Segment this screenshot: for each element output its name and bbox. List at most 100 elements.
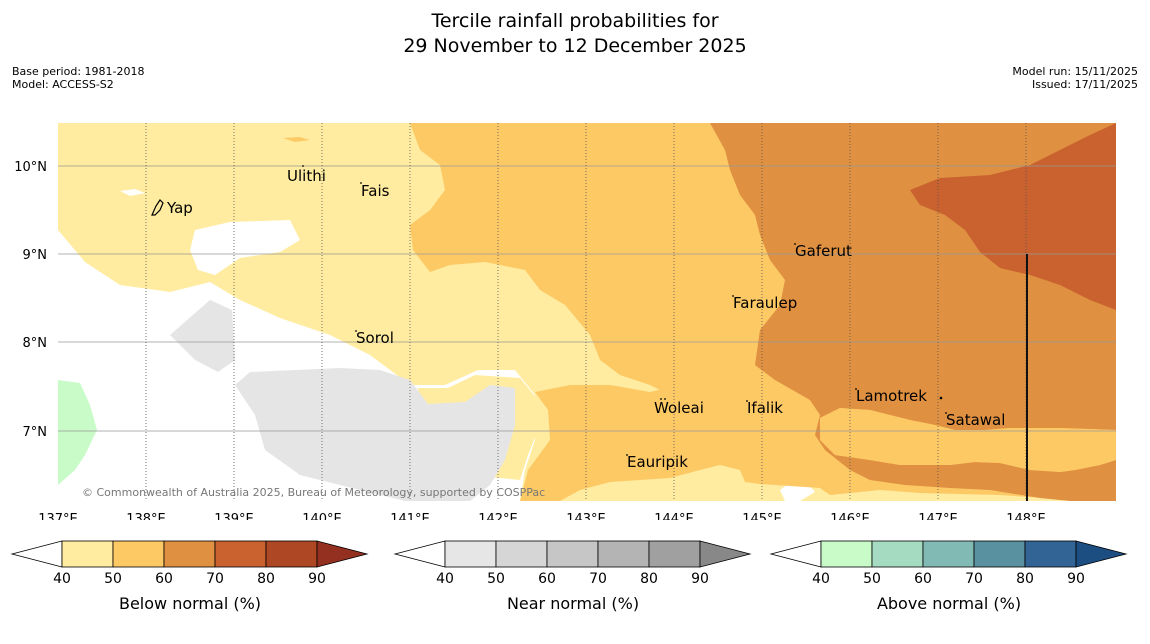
lat-label-7n: 7°N	[23, 425, 48, 440]
colorbar-below-normal-label: Below normal (%)	[118, 594, 262, 613]
colorbar-over-arrow	[1075, 540, 1128, 568]
colorbar-above-normal: 40 50 60 70 80 90	[769, 540, 1128, 587]
sorol-marker	[355, 330, 357, 332]
lon-label-140e: 140°E	[302, 512, 342, 520]
near-normal-40-50-region	[170, 300, 235, 372]
lat-label-9n: 9°N	[23, 248, 48, 263]
colorbar-tick-label: 40	[53, 571, 71, 587]
colorbar-under-arrow	[769, 540, 822, 568]
lon-label-148e: 148°E	[1006, 512, 1046, 520]
colorbar-segment	[820, 540, 873, 568]
lon-label-146e: 146°E	[830, 512, 870, 520]
colorbar-over-arrow	[699, 540, 752, 568]
place-label-faraulep: Faraulep	[733, 294, 797, 312]
below-normal-50-60-region	[283, 137, 310, 142]
colorbar-segment	[112, 540, 165, 568]
colorbar-segment	[214, 540, 267, 568]
place-label-woleai: Woleai	[654, 399, 704, 417]
colorbar-segment	[546, 540, 599, 568]
place-label-ifalik: Ifalik	[747, 399, 783, 417]
lon-label-141e: 141°E	[390, 512, 430, 520]
satawal-marker	[945, 412, 947, 414]
colorbar-tick-label: 90	[691, 571, 709, 587]
no-dominant-tercile-region	[780, 475, 815, 501]
lon-label-139e: 139°E	[214, 512, 254, 520]
base-period: Base period: 1981-2018	[12, 65, 145, 78]
colorbar-below-normal: 40 50 60 70 80 90	[10, 540, 369, 587]
lon-label-145e: 145°E	[742, 512, 782, 520]
place-label-yap: Yap	[166, 199, 193, 217]
colorbar-above-normal-label: Above normal (%)	[876, 594, 1022, 613]
lat-label-8n: 8°N	[23, 336, 48, 351]
lamotrek-atoll-marker	[939, 396, 943, 400]
colorbar-tick-label: 90	[308, 571, 326, 587]
near-normal-40-50-region	[235, 368, 515, 501]
place-label-sorol: Sorol	[356, 329, 394, 347]
no-dominant-tercile-region	[190, 220, 300, 275]
colorbar-segment	[648, 540, 701, 568]
island-markers	[302, 165, 947, 456]
colorbar-segment	[1024, 540, 1077, 568]
colorbar-tick-label: 70	[206, 571, 224, 587]
colorbar-tick-label: 80	[640, 571, 658, 587]
place-label-gaferut: Gaferut	[795, 242, 852, 260]
colorbar-under-arrow	[393, 540, 446, 568]
below-normal-70-80-region	[910, 123, 1116, 310]
place-label-satawal: Satawal	[946, 411, 1005, 429]
colorbar-tick-label: 40	[812, 571, 830, 587]
lamotrek-marker	[855, 388, 857, 390]
copyright-notice: © Commonwealth of Australia 2025, Bureau…	[82, 486, 545, 499]
colorbar-segment	[973, 540, 1026, 568]
eauripik-marker	[626, 454, 628, 456]
woleai-marker-2	[664, 398, 666, 400]
place-label-eauripik: Eauripik	[627, 453, 688, 471]
colorbar-segment	[597, 540, 650, 568]
colorbar-tick-label: 40	[436, 571, 454, 587]
colorbar-tick-label: 60	[155, 571, 173, 587]
colorbar-tick-label: 90	[1067, 571, 1085, 587]
colorbar-segment	[163, 540, 216, 568]
colorbar-segment	[61, 540, 114, 568]
colorbar-tick-label: 60	[538, 571, 556, 587]
no-dominant-tercile-region	[120, 189, 145, 196]
colorbar-over-arrow	[316, 540, 369, 568]
title-line-2: 29 November to 12 December 2025	[403, 35, 747, 57]
yap-island-outline	[151, 199, 164, 216]
lon-label-138e: 138°E	[126, 512, 166, 520]
ulithi-marker	[302, 165, 304, 167]
model-name: Model: ACCESS-S2	[12, 78, 114, 91]
colorbar-segment	[495, 540, 548, 568]
probability-map: Ulithi Fais Yap Gaferut Faraulep Sorol L…	[14, 123, 1116, 520]
gaferut-marker	[794, 243, 796, 245]
fais-marker	[360, 182, 362, 184]
colorbar-under-arrow	[10, 540, 63, 568]
lon-label-144e: 144°E	[654, 512, 694, 520]
colorbar-tick-label: 70	[589, 571, 607, 587]
below-normal-50-60-region	[820, 408, 1116, 472]
colorbar-segment	[922, 540, 975, 568]
colorbar-tick-label: 80	[1016, 571, 1034, 587]
colorbar-segment	[444, 540, 497, 568]
colorbar-segment	[871, 540, 924, 568]
longitude-gridlines	[145, 123, 1027, 501]
place-label-ulithi: Ulithi	[287, 167, 326, 185]
issued-date: Issued: 17/11/2025	[1031, 78, 1138, 91]
lon-label-142e: 142°E	[478, 512, 518, 520]
colorbar-tick-label: 50	[104, 571, 122, 587]
faraulep-marker	[732, 295, 734, 297]
colorbar-tick-label: 70	[965, 571, 983, 587]
colorbar-tick-label: 50	[487, 571, 505, 587]
model-run: Model run: 15/11/2025	[1012, 65, 1138, 78]
place-label-lamotrek: Lamotrek	[856, 387, 927, 405]
colorbar-segment	[265, 540, 318, 568]
map-fill	[58, 123, 1116, 501]
lat-label-10n: 10°N	[14, 160, 47, 175]
colorbar-tick-label: 80	[257, 571, 275, 587]
lon-label-137e: 137°E	[38, 512, 78, 520]
place-label-fais: Fais	[361, 182, 390, 200]
title-line-1: Tercile rainfall probabilities for	[431, 10, 719, 32]
below-normal-50-60-region	[705, 418, 752, 442]
above-normal-40-50-region	[58, 380, 97, 485]
lon-label-143e: 143°E	[566, 512, 606, 520]
colorbar-near-normal-label: Near normal (%)	[506, 594, 640, 613]
